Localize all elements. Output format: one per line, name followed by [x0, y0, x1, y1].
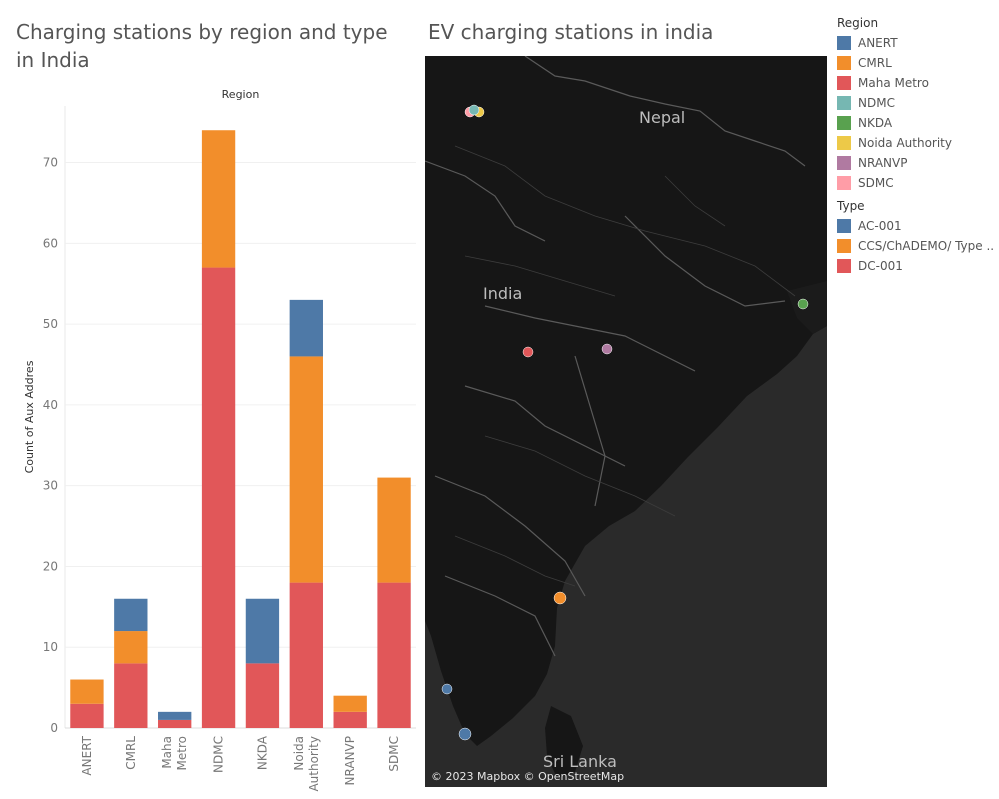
column-header: Region	[222, 88, 260, 101]
y-tick-label: 70	[43, 156, 58, 170]
y-tick-label: 20	[43, 559, 58, 573]
x-tick-label: NRANVP	[343, 736, 357, 785]
legend-swatch	[837, 259, 851, 273]
legend-label: NRANVP	[858, 156, 908, 170]
legend-type-list: AC-001 CCS/ChADEMO/ Type .. DC-001	[837, 216, 997, 276]
bar-segment[interactable]	[201, 267, 236, 728]
legend-label: Noida Authority	[858, 136, 952, 150]
legend-swatch	[837, 36, 851, 50]
legend-swatch	[837, 96, 851, 110]
bar-segment[interactable]	[289, 582, 323, 728]
bar-segment[interactable]	[289, 299, 323, 357]
x-tick-label: Metro	[175, 736, 189, 770]
map-label-nepal: Nepal	[639, 108, 686, 127]
legend-region-item[interactable]: NRANVP	[837, 153, 997, 173]
x-tick-label: Authority	[307, 736, 321, 792]
legend-label: NKDA	[858, 116, 893, 130]
legend-region-item[interactable]: NKDA	[837, 113, 997, 133]
legend: Region ANERT CMRL Maha Metro NDMC NKDA Noida …	[837, 16, 997, 276]
bar-segment[interactable]	[114, 663, 148, 728]
map-sri-lanka	[545, 706, 583, 778]
bar-segment[interactable]	[333, 695, 367, 712]
bar-segment[interactable]	[70, 703, 104, 728]
x-tick-label: NDMC	[212, 736, 226, 773]
legend-type-item[interactable]: CCS/ChADEMO/ Type ..	[837, 236, 997, 256]
legend-region-item[interactable]: CMRL	[837, 53, 997, 73]
legend-region-item[interactable]: Noida Authority	[837, 133, 997, 153]
y-tick-label: 30	[43, 479, 58, 493]
legend-type-item[interactable]: DC-001	[837, 256, 997, 276]
legend-region-item[interactable]: Maha Metro	[837, 73, 997, 93]
legend-swatch	[837, 219, 851, 233]
legend-swatch	[837, 176, 851, 190]
bar-segment[interactable]	[245, 598, 280, 664]
bar-segment[interactable]	[70, 679, 104, 704]
map-title: EV charging stations in india	[428, 20, 714, 44]
legend-swatch	[837, 56, 851, 70]
legend-type-title: Type	[837, 199, 865, 213]
y-tick-label: 50	[43, 317, 58, 331]
y-tick-label: 10	[43, 640, 58, 654]
legend-region-item[interactable]: ANERT	[837, 33, 997, 53]
legend-label: Maha Metro	[858, 76, 929, 90]
map-marker-nranvp[interactable]	[601, 343, 613, 355]
bar-segment[interactable]	[245, 663, 280, 728]
bar-segment[interactable]	[158, 719, 192, 728]
map-markers	[441, 104, 809, 741]
legend-region-item[interactable]: NDMC	[837, 93, 997, 113]
map-marker-maha-metro[interactable]	[522, 346, 534, 358]
legend-label: NDMC	[858, 96, 895, 110]
map-marker-nkda[interactable]	[797, 298, 809, 310]
legend-label: AC-001	[858, 219, 902, 233]
x-tick-label: Noida	[292, 736, 306, 771]
legend-label: CMRL	[858, 56, 892, 70]
bar-segment[interactable]	[114, 631, 148, 664]
legend-label: SDMC	[858, 176, 894, 190]
y-tick-label: 40	[43, 398, 58, 412]
bar-segment[interactable]	[289, 356, 323, 583]
legend-swatch	[837, 239, 851, 253]
x-tick-label: CMRL	[124, 736, 138, 770]
x-tick-label: Maha	[160, 736, 174, 769]
bar-segment[interactable]	[333, 711, 367, 728]
chart-title: Charging stations by region and type in …	[16, 20, 388, 72]
legend-label: CCS/ChADEMO/ Type ..	[858, 239, 995, 253]
legend-swatch	[837, 116, 851, 130]
legend-label: ANERT	[858, 36, 898, 50]
legend-swatch	[837, 156, 851, 170]
map-attribution[interactable]: © 2023 Mapbox © OpenStreetMap	[431, 770, 625, 783]
map-rivers	[454, 145, 796, 587]
legend-swatch	[837, 76, 851, 90]
x-tick-label: ANERT	[80, 735, 94, 775]
y-axis-label: Count of Aux Addres	[23, 360, 36, 473]
legend-region-list: ANERT CMRL Maha Metro NDMC NKDA Noida Authori…	[837, 33, 997, 193]
bar-segment[interactable]	[377, 477, 411, 583]
legend-region-title: Region	[837, 16, 879, 30]
stacked-bar-chart[interactable]: Region 0 10 20 30 40 50 60 70 Count of Aux Addres…	[0, 80, 420, 799]
x-tick-label: SDMC	[387, 736, 401, 772]
map-marker-anert-2[interactable]	[458, 727, 472, 741]
legend-swatch	[837, 136, 851, 150]
map-land	[425, 56, 827, 746]
map-label-india: India	[483, 284, 523, 303]
map-marker-cmrl[interactable]	[553, 591, 567, 605]
bar-segment[interactable]	[158, 711, 192, 720]
map-borders	[425, 56, 806, 657]
x-tick-label: NKDA	[255, 735, 269, 770]
map-canvas	[425, 56, 827, 778]
map-bangladesh	[787, 281, 827, 334]
map-marker-ndmc[interactable]	[468, 104, 480, 116]
map-label-sri-lanka: Sri Lanka	[543, 752, 617, 771]
bar-segment[interactable]	[377, 582, 411, 728]
legend-label: DC-001	[858, 259, 903, 273]
y-tick-label: 0	[50, 721, 58, 735]
ev-stations-map[interactable]: Nepal India Sri Lanka © 2023 Mapbox © Op…	[425, 56, 827, 787]
legend-type-item[interactable]: AC-001	[837, 216, 997, 236]
bar-segment[interactable]	[114, 598, 148, 632]
map-marker-anert-1[interactable]	[441, 683, 453, 695]
y-tick-label: 60	[43, 236, 58, 250]
legend-region-item[interactable]: SDMC	[837, 173, 997, 193]
bar-segment[interactable]	[201, 130, 236, 268]
